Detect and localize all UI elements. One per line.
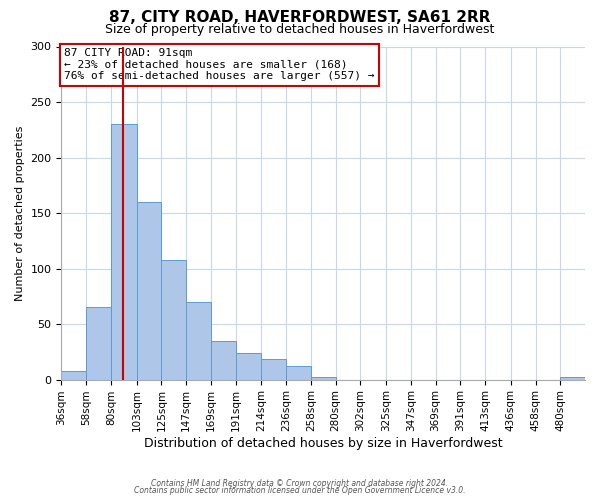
Bar bbox=[86, 308, 111, 380]
Y-axis label: Number of detached properties: Number of detached properties bbox=[15, 126, 25, 300]
Bar bbox=[211, 340, 236, 380]
Bar bbox=[137, 202, 161, 380]
Bar bbox=[161, 260, 186, 380]
Text: Size of property relative to detached houses in Haverfordwest: Size of property relative to detached ho… bbox=[106, 22, 494, 36]
Bar bbox=[111, 124, 137, 380]
Bar bbox=[186, 302, 211, 380]
Bar bbox=[311, 378, 335, 380]
Bar bbox=[262, 358, 286, 380]
X-axis label: Distribution of detached houses by size in Haverfordwest: Distribution of detached houses by size … bbox=[144, 437, 503, 450]
Text: Contains public sector information licensed under the Open Government Licence v3: Contains public sector information licen… bbox=[134, 486, 466, 495]
Bar bbox=[236, 353, 262, 380]
Text: Contains HM Land Registry data © Crown copyright and database right 2024.: Contains HM Land Registry data © Crown c… bbox=[151, 478, 449, 488]
Bar bbox=[286, 366, 311, 380]
Text: 87 CITY ROAD: 91sqm
← 23% of detached houses are smaller (168)
76% of semi-detac: 87 CITY ROAD: 91sqm ← 23% of detached ho… bbox=[64, 48, 374, 82]
Bar bbox=[61, 370, 86, 380]
Text: 87, CITY ROAD, HAVERFORDWEST, SA61 2RR: 87, CITY ROAD, HAVERFORDWEST, SA61 2RR bbox=[109, 10, 491, 25]
Bar bbox=[560, 378, 585, 380]
